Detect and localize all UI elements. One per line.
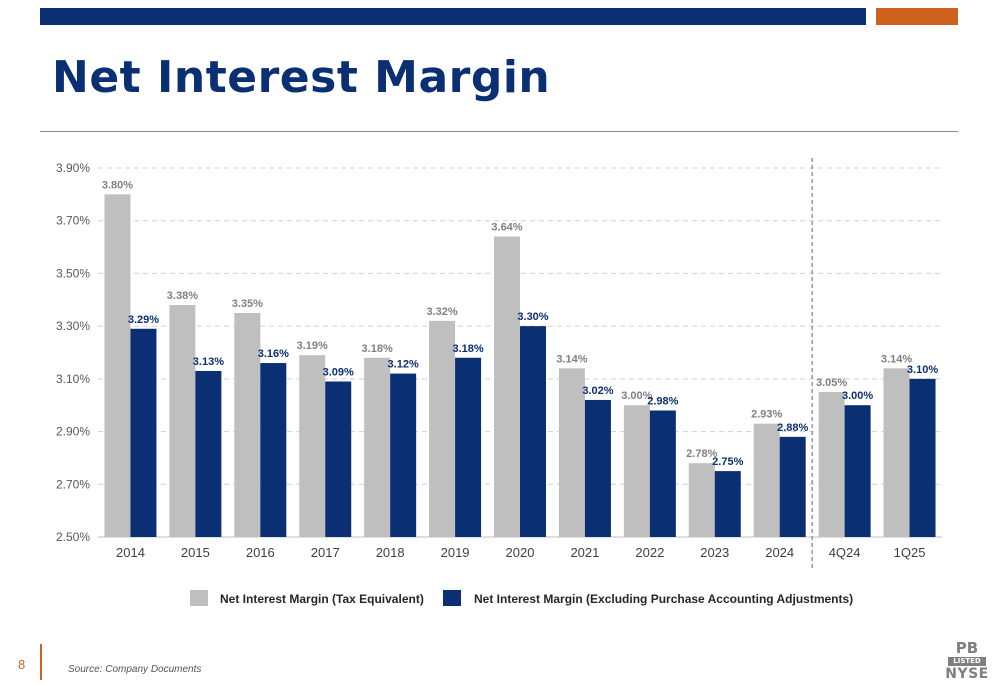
- data-label-tax-equivalent: 3.14%: [556, 353, 587, 365]
- bar-excluding-pa: [325, 381, 352, 537]
- bar-tax-equivalent: [623, 405, 650, 537]
- data-label-tax-equivalent: 2.93%: [751, 409, 782, 421]
- data-label-tax-equivalent: 3.14%: [881, 353, 912, 365]
- x-tick-label: 2017: [311, 545, 340, 560]
- bar-excluding-pa: [909, 378, 936, 537]
- net-interest-margin-chart: 2.50% 2.70% 2.90% 3.10% 3.30% 3.50% 3.70% 3.90%…: [56, 158, 942, 606]
- bar-tax-equivalent: [299, 355, 326, 537]
- bar-tax-equivalent: [494, 236, 520, 537]
- y-tick-label: 3.30%: [56, 319, 90, 333]
- data-label-tax-equivalent: 3.18%: [362, 343, 393, 355]
- header-accent-bar-blue: [40, 8, 866, 25]
- title-divider: [40, 131, 958, 132]
- x-tick-label: 2016: [246, 545, 275, 560]
- x-tick-label: 1Q25: [894, 545, 926, 560]
- y-tick-label: 3.70%: [56, 214, 90, 228]
- data-label-excluding-pa: 3.02%: [582, 385, 613, 397]
- data-label-excluding-pa: 2.98%: [647, 395, 678, 407]
- y-tick-label: 2.50%: [56, 530, 90, 544]
- data-label-tax-equivalent: 3.38%: [167, 290, 198, 302]
- data-label-excluding-pa: 2.75%: [712, 456, 743, 468]
- y-tick-label: 3.50%: [56, 266, 90, 280]
- x-tick-label: 2014: [116, 545, 145, 560]
- x-tick-label: 2021: [570, 545, 599, 560]
- logo-exchange: NYSE: [945, 666, 989, 682]
- y-tick-label: 3.10%: [56, 372, 90, 386]
- data-label-tax-equivalent: 3.19%: [297, 340, 328, 352]
- data-label-excluding-pa: 3.12%: [388, 359, 419, 371]
- legend-swatch-excluding-pa: [443, 590, 461, 606]
- bar-tax-equivalent: [558, 368, 585, 537]
- legend-swatch-tax-equivalent: [190, 590, 208, 606]
- y-tick-label: 3.90%: [56, 161, 90, 175]
- data-label-excluding-pa: 2.88%: [777, 422, 808, 434]
- data-label-excluding-pa: 3.10%: [907, 364, 938, 376]
- data-label-excluding-pa: 3.09%: [323, 366, 354, 378]
- data-label-tax-equivalent: 3.64%: [491, 222, 522, 234]
- bar-tax-equivalent: [429, 320, 456, 537]
- x-tick-label: 2015: [181, 545, 210, 560]
- bar-excluding-pa: [844, 405, 871, 537]
- data-label-tax-equivalent: 3.05%: [816, 377, 847, 389]
- source-note: Source: Company Documents: [68, 664, 202, 675]
- bar-excluding-pa: [779, 436, 806, 537]
- bar-excluding-pa: [584, 399, 611, 537]
- legend-label-excluding-pa: Net Interest Margin (Excluding Purchase …: [474, 592, 853, 606]
- bar-excluding-pa: [390, 373, 417, 537]
- x-tick-label: 2024: [765, 545, 794, 560]
- bar-excluding-pa: [649, 410, 676, 537]
- footer-divider: [40, 644, 42, 680]
- logo-ticker: PB: [955, 639, 979, 657]
- page-title: Net Interest Margin: [52, 52, 551, 103]
- bar-excluding-pa: [520, 326, 546, 537]
- x-tick-label: 2019: [441, 545, 470, 560]
- x-tick-label: 2023: [700, 545, 729, 560]
- bar-tax-equivalent: [169, 305, 196, 537]
- nyse-listed-logo: PB LISTED NYSE: [944, 639, 990, 682]
- bar-excluding-pa: [714, 471, 741, 537]
- data-label-excluding-pa: 3.13%: [193, 356, 224, 368]
- data-label-excluding-pa: 3.29%: [128, 314, 159, 326]
- x-tick-label: 2020: [506, 545, 535, 560]
- data-label-tax-equivalent: 3.80%: [102, 179, 133, 191]
- legend-label-tax-equivalent: Net Interest Margin (Tax Equivalent): [220, 592, 424, 606]
- bar-tax-equivalent: [364, 357, 391, 537]
- y-tick-label: 2.90%: [56, 425, 90, 439]
- bar-tax-equivalent: [104, 194, 131, 537]
- x-tick-label: 2022: [635, 545, 664, 560]
- data-label-excluding-pa: 3.30%: [517, 311, 548, 323]
- data-label-tax-equivalent: 3.32%: [426, 306, 457, 318]
- bar-tax-equivalent: [883, 368, 910, 537]
- data-label-excluding-pa: 3.16%: [258, 348, 289, 360]
- bar-tax-equivalent: [818, 392, 845, 537]
- bar-excluding-pa: [455, 357, 482, 537]
- data-label-tax-equivalent: 3.35%: [232, 298, 263, 310]
- y-tick-label: 2.70%: [56, 477, 90, 491]
- x-tick-label: 2018: [376, 545, 405, 560]
- bar-excluding-pa: [195, 370, 222, 537]
- logo-listed: LISTED: [948, 657, 986, 666]
- bar-tax-equivalent: [688, 463, 715, 537]
- bar-excluding-pa: [130, 328, 157, 537]
- data-label-tax-equivalent: 2.78%: [686, 448, 717, 460]
- bar-tax-equivalent: [753, 423, 780, 537]
- data-label-excluding-pa: 3.00%: [842, 390, 873, 402]
- page-number: 8: [18, 657, 26, 672]
- x-tick-label: 4Q24: [829, 545, 861, 560]
- header-accent-bar-orange: [876, 8, 958, 25]
- data-label-tax-equivalent: 3.00%: [621, 390, 652, 402]
- bar-tax-equivalent: [234, 312, 261, 537]
- bar-excluding-pa: [260, 363, 287, 537]
- data-label-excluding-pa: 3.18%: [452, 343, 483, 355]
